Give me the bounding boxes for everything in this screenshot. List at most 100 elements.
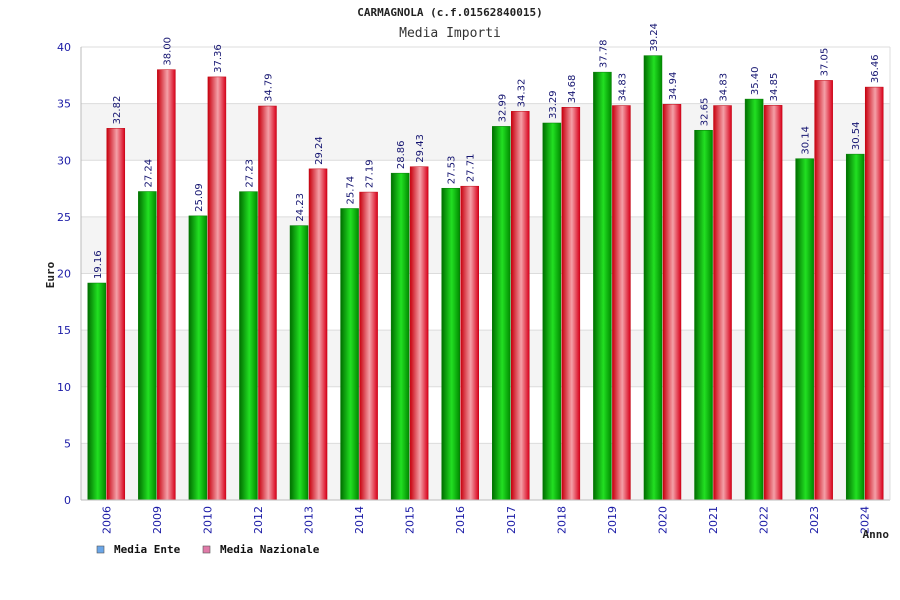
x-axis-ticks: 2006 2009 2010 2012 2013 2014 2015 2016 2017 2018… bbox=[100, 506, 871, 534]
x-tick-label-2015: 2015 bbox=[404, 506, 417, 534]
data-label-media-nazionale-2015: 29.43 bbox=[415, 134, 426, 163]
x-tick-label-2016: 2016 bbox=[454, 506, 467, 534]
x-tick-label-2013: 2013 bbox=[303, 506, 316, 534]
bar-media-ente-2012 bbox=[239, 191, 258, 501]
data-label-media-nazionale-2009: 38.00 bbox=[162, 37, 173, 66]
data-label-media-ente-2012: 27.23 bbox=[244, 159, 255, 188]
data-label-media-ente-2020: 39.24 bbox=[649, 23, 660, 52]
data-label-media-nazionale-2019: 34.83 bbox=[617, 73, 628, 102]
bar-media-ente-2014 bbox=[340, 208, 359, 501]
bar-media-nazionale-2024 bbox=[864, 86, 884, 501]
data-label-media-nazionale-2021: 34.83 bbox=[719, 73, 730, 102]
bar-media-nazionale-2006 bbox=[106, 128, 126, 501]
data-label-media-ente-2023: 30.14 bbox=[801, 126, 812, 155]
data-label-media-nazionale-2024: 36.46 bbox=[870, 54, 881, 83]
bar-media-nazionale-2009 bbox=[157, 69, 176, 501]
bar-media-ente-2023 bbox=[795, 158, 814, 501]
data-label-media-ente-2015: 28.86 bbox=[396, 141, 407, 170]
data-label-media-nazionale-2022: 34.85 bbox=[769, 73, 780, 102]
bar-media-nazionale-2014 bbox=[359, 191, 378, 501]
data-label-media-nazionale-2010: 37.36 bbox=[213, 44, 224, 73]
data-label-media-ente-2006: 19.16 bbox=[93, 250, 104, 279]
y-tick-label: 15 bbox=[57, 324, 71, 337]
data-label-media-ente-2010: 25.09 bbox=[194, 183, 205, 212]
bar-media-nazionale-2020 bbox=[662, 104, 682, 501]
bar-media-nazionale-2016 bbox=[460, 185, 479, 501]
y-tick-label: 35 bbox=[57, 98, 71, 111]
data-label-media-nazionale-2017: 34.32 bbox=[516, 79, 527, 108]
bar-media-nazionale-2018 bbox=[561, 106, 581, 501]
data-label-media-ente-2018: 33.29 bbox=[548, 90, 559, 119]
bar-media-nazionale-2012 bbox=[258, 105, 277, 501]
data-label-media-ente-2014: 25.74 bbox=[346, 176, 357, 205]
data-label-media-nazionale-2016: 27.71 bbox=[466, 154, 477, 183]
bar-media-ente-2015 bbox=[390, 172, 410, 501]
bar-media-ente-2024 bbox=[845, 153, 865, 501]
y-tick-label: 25 bbox=[57, 211, 71, 224]
y-tick-label: 10 bbox=[57, 381, 71, 394]
x-tick-label-2021: 2021 bbox=[707, 506, 720, 534]
data-label-media-ente-2016: 27.53 bbox=[447, 156, 458, 185]
bar-media-ente-2018 bbox=[542, 122, 562, 501]
legend-label-media-nazionale: Media Nazionale bbox=[220, 543, 320, 556]
data-label-media-nazionale-2014: 27.19 bbox=[365, 159, 376, 188]
x-tick-label-2012: 2012 bbox=[252, 506, 265, 534]
legend-label-media-ente: Media Ente bbox=[114, 543, 181, 556]
bar-media-ente-2013 bbox=[289, 225, 309, 501]
data-label-media-ente-2019: 37.78 bbox=[598, 40, 609, 69]
y-axis-ticks: 0 5 10 15 20 25 30 35 40 bbox=[57, 41, 71, 507]
y-tick-label: 0 bbox=[64, 494, 71, 507]
bar-media-nazionale-2022 bbox=[763, 105, 783, 501]
bar-media-ente-2016 bbox=[441, 187, 460, 501]
x-axis-label: Anno bbox=[863, 528, 890, 541]
data-label-media-nazionale-2013: 29.24 bbox=[314, 136, 325, 165]
bar-media-ente-2020 bbox=[643, 55, 663, 501]
x-tick-label-2022: 2022 bbox=[758, 506, 771, 534]
bar-media-ente-2010 bbox=[188, 215, 208, 501]
bar-media-ente-2009 bbox=[138, 191, 157, 501]
x-tick-label-2014: 2014 bbox=[353, 506, 366, 534]
legend-swatch-media-ente bbox=[96, 545, 105, 554]
bar-media-nazionale-2015 bbox=[409, 166, 429, 501]
y-tick-label: 40 bbox=[57, 41, 71, 54]
bar-media-nazionale-2021 bbox=[713, 105, 732, 501]
data-labels-group: 19.16 32.82 27.24 38.00 25.09 37.36 27.23 34.79… bbox=[93, 23, 881, 279]
bar-media-nazionale-2010 bbox=[207, 76, 227, 501]
data-label-media-ente-2024: 30.54 bbox=[851, 121, 862, 150]
x-tick-label-2018: 2018 bbox=[555, 506, 568, 534]
data-label-media-ente-2022: 35.40 bbox=[750, 66, 761, 95]
legend: Media Ente Media Nazionale bbox=[96, 543, 320, 556]
x-tick-label-2023: 2023 bbox=[808, 506, 821, 534]
axes bbox=[80, 47, 891, 501]
x-tick-label-2020: 2020 bbox=[656, 506, 669, 534]
data-label-media-nazionale-2023: 37.05 bbox=[820, 48, 831, 77]
data-label-media-ente-2013: 24.23 bbox=[295, 193, 306, 222]
chart-title: CARMAGNOLA (c.f.01562840015) bbox=[357, 6, 542, 19]
data-label-media-nazionale-2012: 34.79 bbox=[263, 73, 274, 102]
data-label-media-ente-2017: 32.99 bbox=[497, 94, 508, 123]
bar-media-ente-2021 bbox=[694, 129, 713, 501]
bar-media-nazionale-2023 bbox=[814, 80, 833, 501]
x-tick-label-2024: 2024 bbox=[859, 506, 872, 534]
bar-media-nazionale-2017 bbox=[511, 111, 530, 501]
x-tick-label-2019: 2019 bbox=[606, 506, 619, 534]
bars-group bbox=[87, 55, 884, 501]
bar-media-ente-2006 bbox=[87, 282, 107, 501]
data-label-media-nazionale-2020: 34.94 bbox=[668, 72, 679, 101]
y-tick-label: 30 bbox=[57, 154, 71, 167]
bar-media-nazionale-2013 bbox=[308, 168, 328, 501]
legend-swatch-media-nazionale bbox=[202, 545, 211, 554]
x-tick-label-2017: 2017 bbox=[505, 506, 518, 534]
data-label-media-nazionale-2006: 32.82 bbox=[112, 96, 123, 125]
bar-media-ente-2017 bbox=[492, 126, 511, 501]
x-tick-label-2006: 2006 bbox=[100, 506, 113, 534]
data-label-media-ente-2021: 32.65 bbox=[700, 98, 711, 127]
y-tick-label: 20 bbox=[57, 268, 71, 281]
bar-media-ente-2022 bbox=[744, 98, 764, 501]
x-tick-label-2009: 2009 bbox=[151, 506, 164, 534]
x-tick-label-2010: 2010 bbox=[201, 506, 214, 534]
bar-media-ente-2019 bbox=[593, 71, 612, 501]
bar-media-nazionale-2019 bbox=[612, 105, 631, 501]
data-label-media-nazionale-2018: 34.68 bbox=[567, 75, 578, 104]
